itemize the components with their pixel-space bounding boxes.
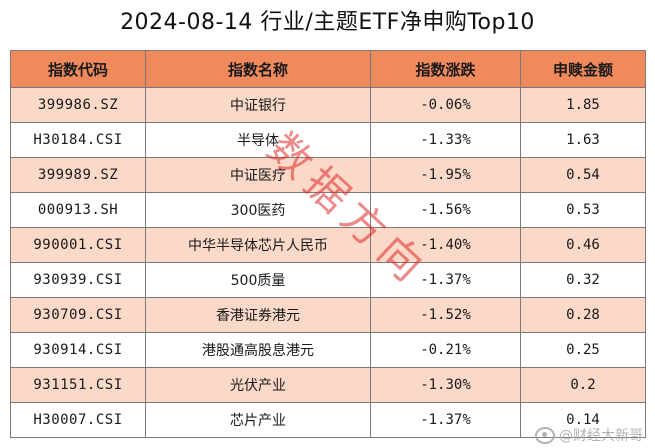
cell-amount: 0.25 — [520, 332, 646, 368]
cell-amount: 0.53 — [520, 192, 646, 228]
cell-name: 中证医疗 — [145, 157, 371, 193]
cell-name: 300医药 — [145, 192, 371, 228]
cell-code: 930939.CSI — [10, 262, 146, 298]
table-row: 930709.CSI 香港证券港元 -1.52% 0.28 — [10, 297, 646, 333]
table-row: H30184.CSI 半导体 -1.33% 1.63 — [10, 122, 646, 158]
cell-change: -1.52% — [370, 297, 521, 333]
header-subscription-amount: 申赎金额 — [520, 50, 646, 88]
cell-name: 芯片产业 — [145, 402, 371, 438]
watermark: @财经大新哥 — [535, 425, 643, 445]
cell-amount: 0.54 — [520, 157, 646, 193]
cell-code: 990001.CSI — [10, 227, 146, 263]
cell-change: -0.21% — [370, 332, 521, 368]
cell-amount: 1.85 — [520, 87, 646, 123]
cell-name: 香港证券港元 — [145, 297, 371, 333]
cell-code: 930914.CSI — [10, 332, 146, 368]
cell-change: -1.95% — [370, 157, 521, 193]
cell-name: 港股通高股息港元 — [145, 332, 371, 368]
cell-code: 931151.CSI — [10, 367, 146, 403]
cell-change: -1.30% — [370, 367, 521, 403]
cell-name: 中华半导体芯片人民币 — [145, 227, 371, 263]
cell-change: -1.37% — [370, 262, 521, 298]
table-header-row: 指数代码 指数名称 指数涨跌 申赎金额 — [10, 50, 646, 88]
table-row: 000913.SH 300医药 -1.56% 0.53 — [10, 192, 646, 228]
cell-name: 半导体 — [145, 122, 371, 158]
table-row: 930914.CSI 港股通高股息港元 -0.21% 0.25 — [10, 332, 646, 368]
cell-change: -1.56% — [370, 192, 521, 228]
table-row: 990001.CSI 中华半导体芯片人民币 -1.40% 0.46 — [10, 227, 646, 263]
header-index-name: 指数名称 — [145, 50, 371, 88]
table-row: H30007.CSI 芯片产业 -1.37% 0.14 — [10, 402, 646, 438]
page-title: 2024-08-14 行业/主题ETF净申购Top10 — [120, 10, 535, 35]
cell-change: -1.37% — [370, 402, 521, 438]
weibo-icon — [535, 426, 555, 444]
cell-code: H30007.CSI — [10, 402, 146, 438]
header-index-change: 指数涨跌 — [370, 50, 521, 88]
cell-name: 中证银行 — [145, 87, 371, 123]
cell-name: 光伏产业 — [145, 367, 371, 403]
header-index-code: 指数代码 — [10, 50, 146, 88]
cell-amount: 0.2 — [520, 367, 646, 403]
cell-amount: 0.46 — [520, 227, 646, 263]
cell-code: 399986.SZ — [10, 87, 146, 123]
cell-name: 500质量 — [145, 262, 371, 298]
table-row: 931151.CSI 光伏产业 -1.30% 0.2 — [10, 367, 646, 403]
table-row: 399986.SZ 中证银行 -0.06% 1.85 — [10, 87, 646, 123]
cell-code: H30184.CSI — [10, 122, 146, 158]
cell-code: 930709.CSI — [10, 297, 146, 333]
cell-change: -1.40% — [370, 227, 521, 263]
cell-change: -0.06% — [370, 87, 521, 123]
watermark-text: @财经大新哥 — [559, 428, 643, 444]
cell-code: 399989.SZ — [10, 157, 146, 193]
cell-amount: 0.28 — [520, 297, 646, 333]
table-row: 399989.SZ 中证医疗 -1.95% 0.54 — [10, 157, 646, 193]
cell-change: -1.33% — [370, 122, 521, 158]
etf-table: 指数代码 指数名称 指数涨跌 申赎金额 399986.SZ 中证银行 -0.06… — [10, 50, 646, 438]
cell-amount: 0.32 — [520, 262, 646, 298]
cell-amount: 1.63 — [520, 122, 646, 158]
cell-code: 000913.SH — [10, 192, 146, 228]
table-row: 930939.CSI 500质量 -1.37% 0.32 — [10, 262, 646, 298]
